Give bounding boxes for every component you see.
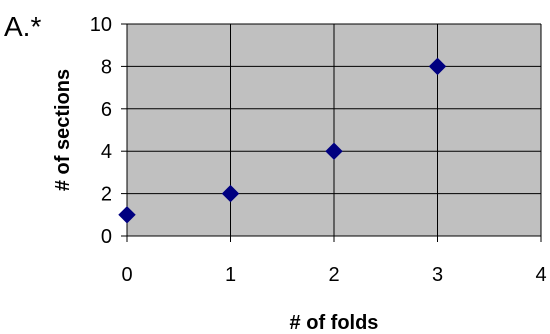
- y-tick-label: 10: [90, 14, 112, 36]
- y-tick-label: 0: [101, 226, 112, 248]
- y-tick-label: 2: [101, 184, 112, 206]
- y-tick-labels: 0 2 4 6 8 10: [90, 14, 112, 248]
- data-point-diamond: [428, 57, 447, 76]
- y-axis-title: # of sections: [52, 69, 74, 191]
- x-tick-labels: 0 1 2 3 4: [121, 264, 546, 286]
- y-tick-label: 4: [101, 141, 112, 163]
- x-tick-label: 4: [535, 264, 546, 286]
- x-tick-label: 3: [432, 264, 443, 286]
- x-tick-label: 0: [121, 264, 132, 286]
- data-point-diamond: [118, 206, 136, 224]
- x-tick-label: 1: [225, 264, 236, 286]
- panel-label: A.*: [4, 11, 41, 42]
- data-point-diamond: [325, 142, 343, 160]
- data-point-diamond: [221, 184, 240, 203]
- axis-ticks: [121, 23, 542, 242]
- y-tick-label: 8: [101, 56, 112, 78]
- x-axis-title: # of folds: [290, 312, 379, 334]
- y-tick-label: 6: [101, 99, 112, 121]
- data-points: [118, 57, 447, 224]
- x-tick-label: 2: [328, 264, 339, 286]
